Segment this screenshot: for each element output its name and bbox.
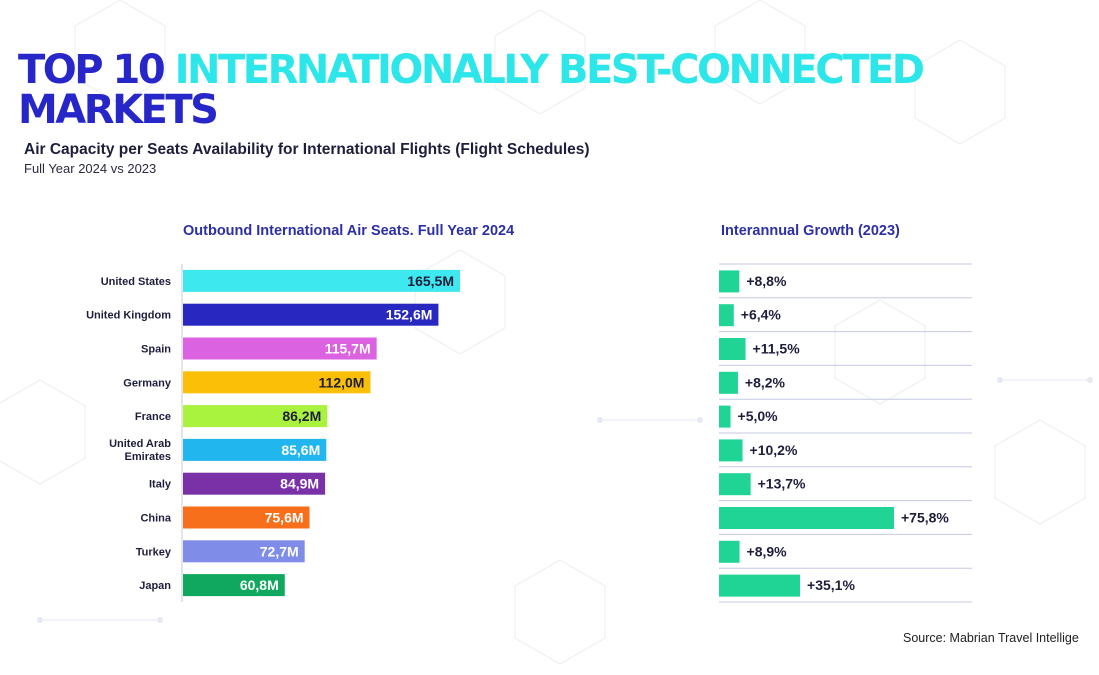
seats-data-label: 60,8M [240,577,279,593]
seats-bar [183,405,328,428]
category-label: United States [101,276,171,288]
seats-bar [183,337,377,360]
seats-data-label: 152,6M [386,307,433,323]
seats-data-label: 72,7M [260,543,299,559]
title-part-1: TOP 10 [18,47,166,93]
chart-period: Full Year 2024 vs 2023 [24,161,157,176]
growth-data-label: +5,0% [738,408,779,424]
title-part-2: INTERNATIONALLY BEST-CONNECTED [174,47,925,93]
growth-bar [719,338,746,360]
growth-bar [719,507,894,529]
category-label: Japan [139,580,171,592]
growth-data-label: +8,9% [747,543,788,559]
seats-chart-title: Outbound International Air Seats. Full Y… [183,223,515,239]
seats-data-label: 115,7M [325,341,371,357]
category-label: Turkey [136,546,172,558]
growth-data-label: +8,2% [745,374,786,390]
category-label: France [135,411,171,423]
growth-data-label: +6,4% [741,307,782,323]
growth-data-label: +75,8% [901,510,949,526]
growth-bar [719,371,738,394]
growth-bar [719,270,740,293]
category-label: Germany [123,377,172,389]
growth-data-label: +8,8% [746,273,787,289]
growth-bar [719,473,751,496]
page-title: TOP 10 INTERNATIONALLY BEST-CONNECTED MA… [18,47,925,133]
source-note: Source: Mabrian Travel Intellige [903,631,1079,645]
seats-bar [183,574,285,597]
seats-bar [183,438,327,461]
growth-bar [719,574,801,597]
category-label: Spain [141,344,171,356]
growth-data-label: +11,5% [753,341,801,357]
growth-bar [719,540,740,563]
seats-bar [183,540,305,563]
growth-bar [719,304,734,327]
growth-bar [719,405,731,428]
seats-bar [183,269,460,292]
seats-data-label: 165,5M [407,273,454,289]
seats-data-label: 86,2M [282,408,321,424]
seats-bar [183,472,326,495]
seats-data-label: 112,0M [319,374,365,390]
seats-data-label: 85,6M [281,442,320,458]
category-label: Italy [149,479,172,491]
seats-data-label: 75,6M [265,510,304,526]
category-label: United Arab Emirates [109,438,171,463]
seats-bar [183,506,310,529]
category-label: United Kingdom [86,310,171,322]
title-part-3: MARKETS [18,87,219,133]
growth-data-label: +10,2% [750,442,798,458]
seats-bar [183,303,439,326]
growth-chart-title: Interannual Growth (2023) [721,223,900,239]
seats-data-label: 84,9M [280,476,319,492]
growth-bar [719,439,743,462]
chart-subtitle: Air Capacity per Seats Availability for … [24,141,590,158]
category-label: China [140,513,171,525]
growth-data-label: +13,7% [758,476,806,492]
growth-data-label: +35,1% [807,577,855,593]
seats-bar [183,371,371,394]
